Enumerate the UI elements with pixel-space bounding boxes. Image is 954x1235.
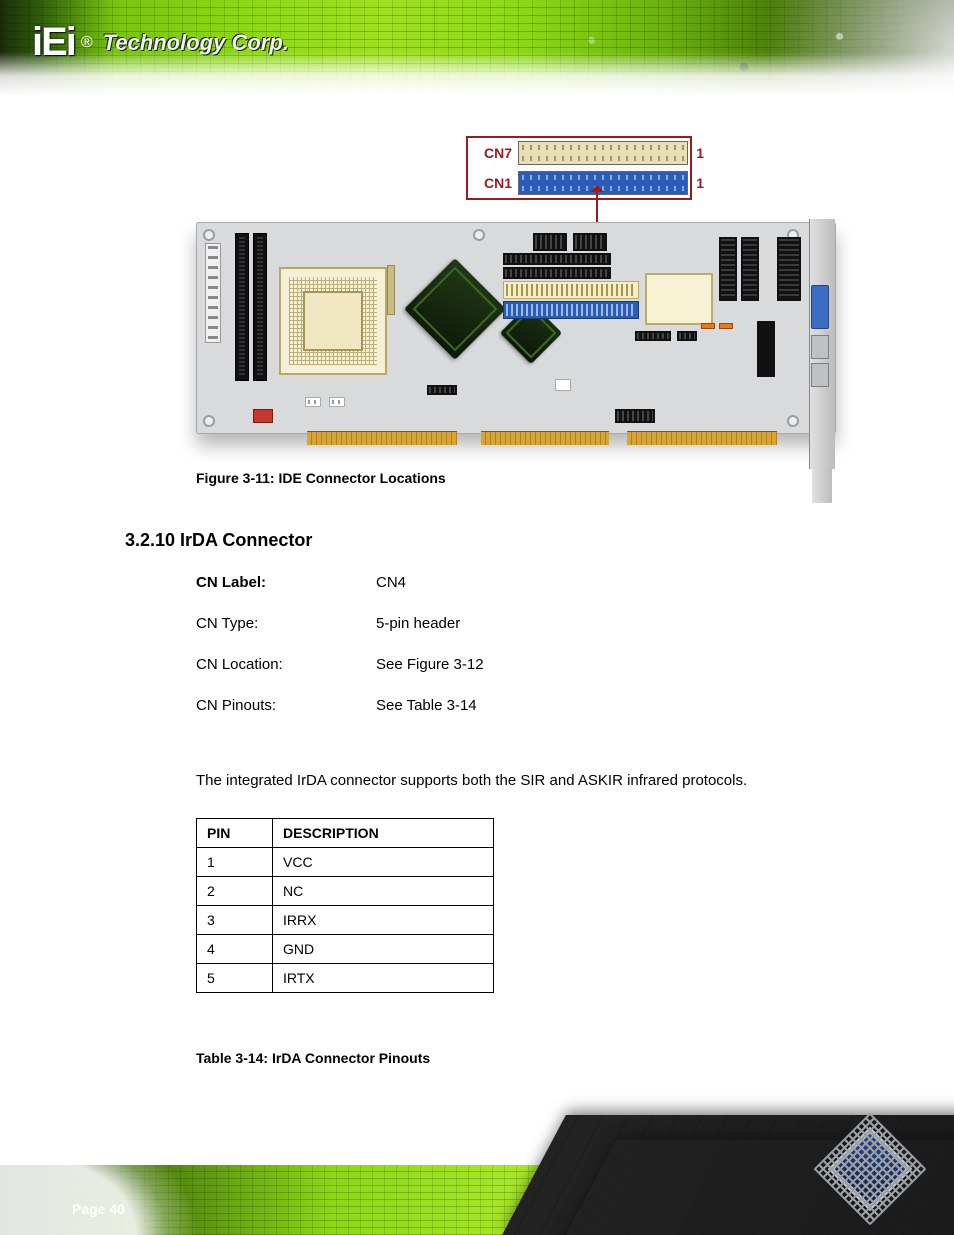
table-row: 2NC bbox=[197, 877, 494, 906]
spec-row: CN Location:See Figure 3-12 bbox=[196, 656, 484, 673]
figure-ide-locations: CN7 1 CN1 1 bbox=[196, 128, 844, 468]
col-pin: PIN bbox=[197, 819, 273, 848]
cell-pin: 5 bbox=[197, 964, 273, 993]
spec-key: CN Label: bbox=[196, 574, 376, 591]
logo-registered: ® bbox=[81, 34, 93, 52]
cell-pin: 1 bbox=[197, 848, 273, 877]
edge-fingers-a bbox=[307, 431, 457, 445]
cell-desc: IRRX bbox=[273, 906, 494, 935]
right-header-b bbox=[741, 237, 759, 301]
red-jumper bbox=[253, 409, 273, 423]
edge-fingers-b bbox=[481, 431, 609, 445]
ethernet-port-1 bbox=[811, 335, 829, 359]
northbridge-chip bbox=[404, 258, 506, 360]
right-header-c bbox=[777, 237, 801, 301]
small-header-4 bbox=[677, 331, 697, 341]
header-row-2 bbox=[503, 267, 611, 279]
jumper-a bbox=[701, 323, 715, 329]
brand-logo: iEi ® Technology Corp. bbox=[32, 20, 289, 65]
cn7-connector bbox=[518, 141, 688, 165]
cn7-label: CN7 bbox=[468, 145, 516, 161]
callout-row-cn7: CN7 1 bbox=[468, 138, 690, 168]
small-header-3 bbox=[635, 331, 671, 341]
white-pin-2 bbox=[329, 397, 345, 407]
section-title: 3.2.10 IrDA Connector bbox=[125, 530, 312, 551]
cn1-label: CN1 bbox=[468, 175, 516, 191]
table-row: 5IRTX bbox=[197, 964, 494, 993]
spec-value: See Table 3-14 bbox=[376, 697, 477, 714]
col-desc: DESCRIPTION bbox=[273, 819, 494, 848]
connector-callout: CN7 1 CN1 1 bbox=[466, 136, 692, 200]
small-chip bbox=[555, 379, 571, 391]
corner-swoosh bbox=[738, 0, 954, 96]
spec-list: CN Label:CN4 CN Type:5-pin header CN Locat… bbox=[196, 574, 484, 738]
pcb-board bbox=[196, 222, 836, 434]
logo-text: iEi bbox=[32, 20, 75, 65]
cell-desc: NC bbox=[273, 877, 494, 906]
spec-key: CN Type: bbox=[196, 615, 376, 632]
cpu-socket bbox=[279, 267, 387, 375]
cell-pin: 4 bbox=[197, 935, 273, 964]
dimm-slot-2 bbox=[253, 233, 267, 381]
cell-desc: VCC bbox=[273, 848, 494, 877]
page-number: Page 40 bbox=[72, 1201, 125, 1217]
figure-caption: Figure 3-11: IDE Connector Locations bbox=[196, 470, 446, 486]
white-pin-1 bbox=[305, 397, 321, 407]
cell-desc: GND bbox=[273, 935, 494, 964]
small-header-5 bbox=[427, 385, 457, 395]
jumper-b bbox=[719, 323, 733, 329]
top-banner: iEi ® Technology Corp. bbox=[0, 0, 954, 96]
brand-tagline: Technology Corp. bbox=[103, 30, 289, 56]
spec-row: CN Pinouts:See Table 3-14 bbox=[196, 697, 484, 714]
spec-key: CN Location: bbox=[196, 656, 376, 673]
small-header-7 bbox=[757, 321, 775, 377]
spec-value: CN4 bbox=[376, 574, 406, 591]
table-caption: Table 3-14: IrDA Connector Pinouts bbox=[196, 1050, 430, 1066]
ethernet-port-2 bbox=[811, 363, 829, 387]
bottom-right-art bbox=[494, 1060, 954, 1235]
table-row: 1VCC bbox=[197, 848, 494, 877]
header-top-a bbox=[533, 233, 567, 251]
callout-row-cn1: CN1 1 bbox=[468, 168, 690, 198]
cf-slot bbox=[645, 273, 713, 325]
power-header bbox=[205, 243, 221, 343]
spec-value: See Figure 3-12 bbox=[376, 656, 484, 673]
cell-desc: IRTX bbox=[273, 964, 494, 993]
table-row: 4GND bbox=[197, 935, 494, 964]
cpu-lever bbox=[387, 265, 395, 315]
header-row-1 bbox=[503, 253, 611, 265]
right-header-a bbox=[719, 237, 737, 301]
header-top-b bbox=[573, 233, 607, 251]
spec-key: CN Pinouts: bbox=[196, 697, 376, 714]
spec-row: CN Type:5-pin header bbox=[196, 615, 484, 632]
vga-port bbox=[811, 285, 829, 329]
pinout-table: PIN DESCRIPTION 1VCC2NC3IRRX4GND5IRTX bbox=[196, 818, 494, 993]
body-paragraph: The integrated IrDA connector supports b… bbox=[196, 772, 747, 789]
cell-pin: 3 bbox=[197, 906, 273, 935]
small-header-6 bbox=[615, 409, 655, 423]
cn7-pin1: 1 bbox=[696, 145, 704, 161]
spec-value: 5-pin header bbox=[376, 615, 460, 632]
spec-row: CN Label:CN4 bbox=[196, 574, 484, 591]
ide-connectors bbox=[503, 281, 639, 321]
bottom-left-curve bbox=[0, 1165, 220, 1235]
edge-fingers-c bbox=[627, 431, 777, 445]
table-row: 3IRRX bbox=[197, 906, 494, 935]
dimm-slot-1 bbox=[235, 233, 249, 381]
ide-cn1-onboard bbox=[503, 301, 639, 319]
ide-cn7-onboard bbox=[503, 281, 639, 299]
cn1-pin1: 1 bbox=[696, 175, 704, 191]
cell-pin: 2 bbox=[197, 877, 273, 906]
